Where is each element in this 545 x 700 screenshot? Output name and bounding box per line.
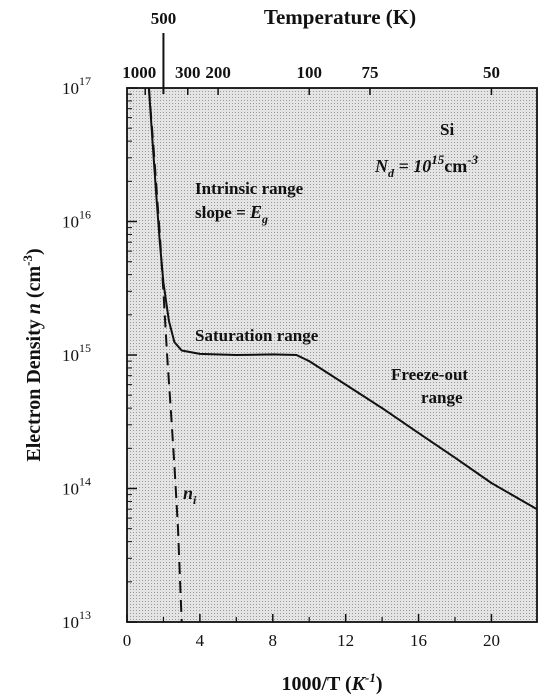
y-tick-label: 1016 — [62, 208, 91, 232]
top-tick-label: 1000 — [122, 63, 156, 82]
intrinsic-label-line2: slope = Eg — [195, 202, 268, 226]
top-axis-ticks: 1000 500 300 200 100 75 50 — [122, 9, 500, 95]
top-axis-title: Temperature (K) — [264, 5, 416, 29]
y-tick-label: 1014 — [62, 475, 91, 499]
ni-series-label: ni — [183, 483, 197, 507]
x-axis-ticks: 0 4 8 12 16 20 — [123, 614, 500, 650]
top-tick-label: 200 — [205, 63, 231, 82]
freeze-out-label-line2: range — [421, 388, 463, 407]
y-tick-label: 1017 — [62, 74, 91, 98]
x-tick-label: 12 — [337, 631, 354, 650]
material-label: Si — [440, 120, 454, 139]
x-tick-label: 0 — [123, 631, 132, 650]
saturation-label: Saturation range — [195, 326, 319, 345]
x-axis-title: 1000/T (K-1) — [281, 670, 382, 695]
intrinsic-label-line1: Intrinsic range — [195, 179, 304, 198]
y-tick-label: 1013 — [62, 608, 91, 632]
x-tick-label: 8 — [269, 631, 278, 650]
y-axis-title: Electron Density n (cm-3) — [20, 248, 45, 461]
top-tick-label: 50 — [483, 63, 500, 82]
top-tick-label: 75 — [361, 63, 378, 82]
top-tick-label: 100 — [296, 63, 322, 82]
y-tick-label: 1015 — [62, 341, 91, 365]
x-tick-label: 16 — [410, 631, 427, 650]
series-layer — [147, 87, 538, 623]
x-tick-label: 4 — [196, 631, 205, 650]
top-tick-label: 500 — [151, 9, 177, 28]
x-tick-label: 20 — [483, 631, 500, 650]
y-axis-ticks: 1013 1014 1015 1016 1017 — [62, 74, 137, 632]
top-tick-label: 300 — [175, 63, 201, 82]
intrinsic-density-curve — [147, 87, 183, 623]
freeze-out-label-line1: Freeze-out — [391, 365, 468, 384]
plot-area — [126, 87, 538, 623]
doping-label: Nd = 1015cm-3 — [374, 152, 479, 180]
